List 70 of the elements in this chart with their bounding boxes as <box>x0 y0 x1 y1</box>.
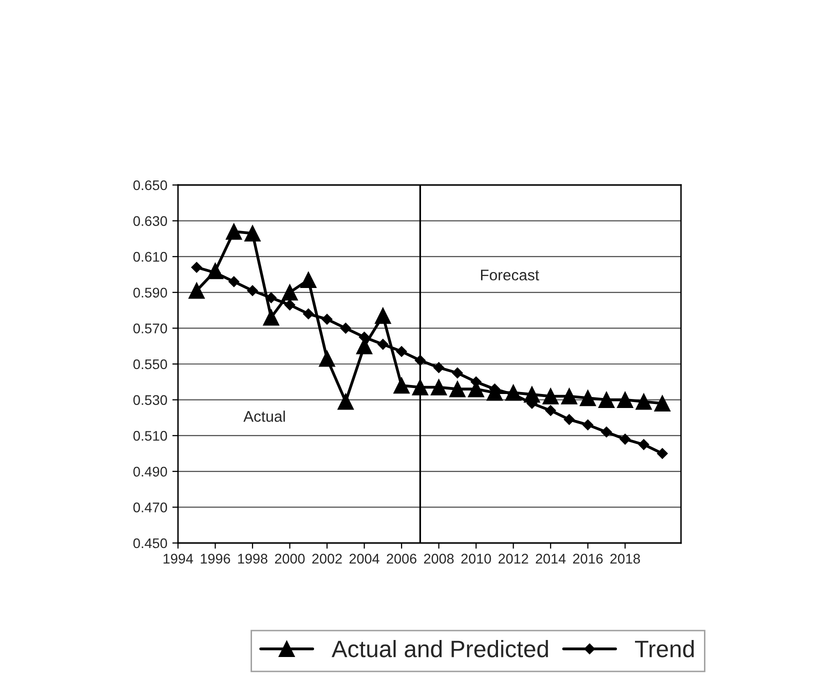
legend-label: Trend <box>634 640 694 658</box>
y-tick-label: 0.530 <box>133 395 168 405</box>
point <box>374 308 392 324</box>
point <box>247 285 258 296</box>
point <box>228 276 240 288</box>
point <box>638 439 650 450</box>
point <box>430 379 447 396</box>
point <box>542 388 559 404</box>
point <box>188 282 205 299</box>
point <box>561 388 578 404</box>
x-tick-label: 1996 <box>200 554 230 564</box>
x-tick-label: 2002 <box>312 554 342 564</box>
point <box>449 380 466 398</box>
x-tick-label: 1994 <box>164 554 194 564</box>
x-tick-label: 2000 <box>275 554 305 564</box>
point <box>318 350 336 367</box>
x-tick-label: 2018 <box>610 554 640 564</box>
x-tick-label: 1998 <box>238 554 268 564</box>
annotation: Actual <box>243 410 285 422</box>
point <box>654 395 671 412</box>
point <box>282 284 298 301</box>
point <box>322 314 332 325</box>
point <box>580 390 596 406</box>
annotation: Forecast <box>481 270 540 280</box>
point <box>414 354 426 366</box>
y-tick-label: 0.510 <box>133 430 168 441</box>
x-tick-label: 2012 <box>498 554 528 564</box>
point <box>300 272 317 288</box>
y-tick-label: 0.550 <box>133 359 168 370</box>
x-tick-label: 2006 <box>386 554 416 564</box>
point <box>396 346 407 357</box>
point <box>412 379 428 396</box>
point <box>340 322 352 334</box>
point <box>191 262 202 273</box>
point <box>338 393 354 410</box>
y-tick-label: 0.470 <box>133 502 168 512</box>
y-tick-label: 0.570 <box>133 324 168 334</box>
point <box>601 426 612 438</box>
point <box>377 338 388 350</box>
y-tick-label: 0.590 <box>133 288 168 298</box>
point <box>207 262 224 280</box>
point <box>505 384 522 401</box>
x-tick-label: 2014 <box>536 554 566 564</box>
point <box>620 434 631 445</box>
point <box>452 368 463 378</box>
point <box>545 405 556 416</box>
x-tick-label: 2004 <box>350 554 380 564</box>
y-tick-label: 0.490 <box>133 466 168 477</box>
point <box>284 300 296 310</box>
point <box>262 309 280 326</box>
point <box>226 223 242 240</box>
y-tick-label: 0.630 <box>133 216 168 226</box>
x-tick-label: 2016 <box>573 554 603 564</box>
point <box>393 377 410 394</box>
point <box>616 392 634 408</box>
x-tick-label: 2010 <box>461 554 491 564</box>
point <box>564 414 575 425</box>
x-tick-label: 2008 <box>424 554 454 564</box>
legend-label: Actual and Predicted <box>332 640 548 658</box>
point <box>636 393 652 410</box>
point <box>524 386 540 403</box>
point <box>433 362 444 374</box>
point <box>656 448 668 459</box>
y-tick-label: 0.650 <box>133 180 168 190</box>
point <box>598 392 615 408</box>
y-tick-label: 0.610 <box>133 252 168 262</box>
point <box>302 308 314 320</box>
point <box>244 225 261 242</box>
y-tick-label: 0.450 <box>133 538 168 548</box>
point <box>582 419 594 430</box>
